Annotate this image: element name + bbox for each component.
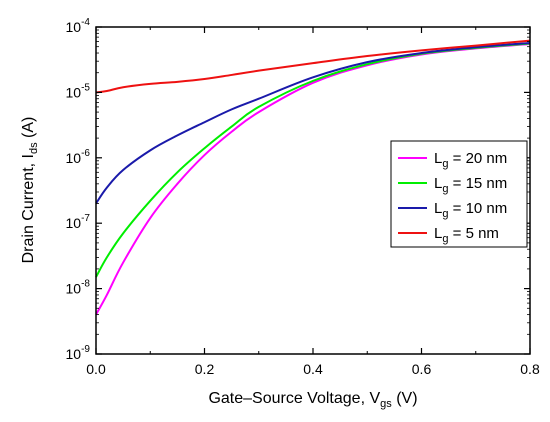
x-tick-label: 0.6	[412, 361, 432, 377]
x-tick-label: 0.2	[195, 361, 215, 377]
legend-label: Lg = 15 nm	[434, 175, 507, 195]
legend: Lg = 20 nm Lg = 15 nm Lg = 10 nm Lg = 5 nm	[390, 140, 528, 248]
series-line-3	[95, 39, 531, 94]
y-tick-label: 10-7	[66, 213, 91, 231]
x-tick-label: 0.4	[303, 361, 323, 377]
legend-label: Lg = 10 nm	[434, 200, 507, 220]
series-layer	[95, 39, 531, 316]
legend-label: Lg = 20 nm	[434, 150, 507, 170]
y-tick-label: 10-8	[66, 279, 91, 297]
legend-label: Lg = 5 nm	[434, 225, 499, 245]
series-line-2	[95, 41, 531, 205]
x-tick-label: 0.8	[520, 361, 540, 377]
y-axis-label: Drain Current, Ids (A)	[20, 117, 40, 264]
x-tick-label: 0.0	[86, 361, 106, 377]
y-tick-label: 10-9	[66, 344, 91, 362]
y-tick-label: 10-4	[66, 17, 91, 35]
y-tick-label: 10-6	[66, 148, 91, 166]
ticks-layer: 0.0 0.2 0.4 0.6 0.8 10-9 10-8 10-7 10-6 10-5 10-4	[66, 17, 540, 377]
y-tick-label: 10-5	[66, 82, 91, 100]
x-axis-label: Gate–Source Voltage, Vgs (V)	[208, 390, 417, 410]
